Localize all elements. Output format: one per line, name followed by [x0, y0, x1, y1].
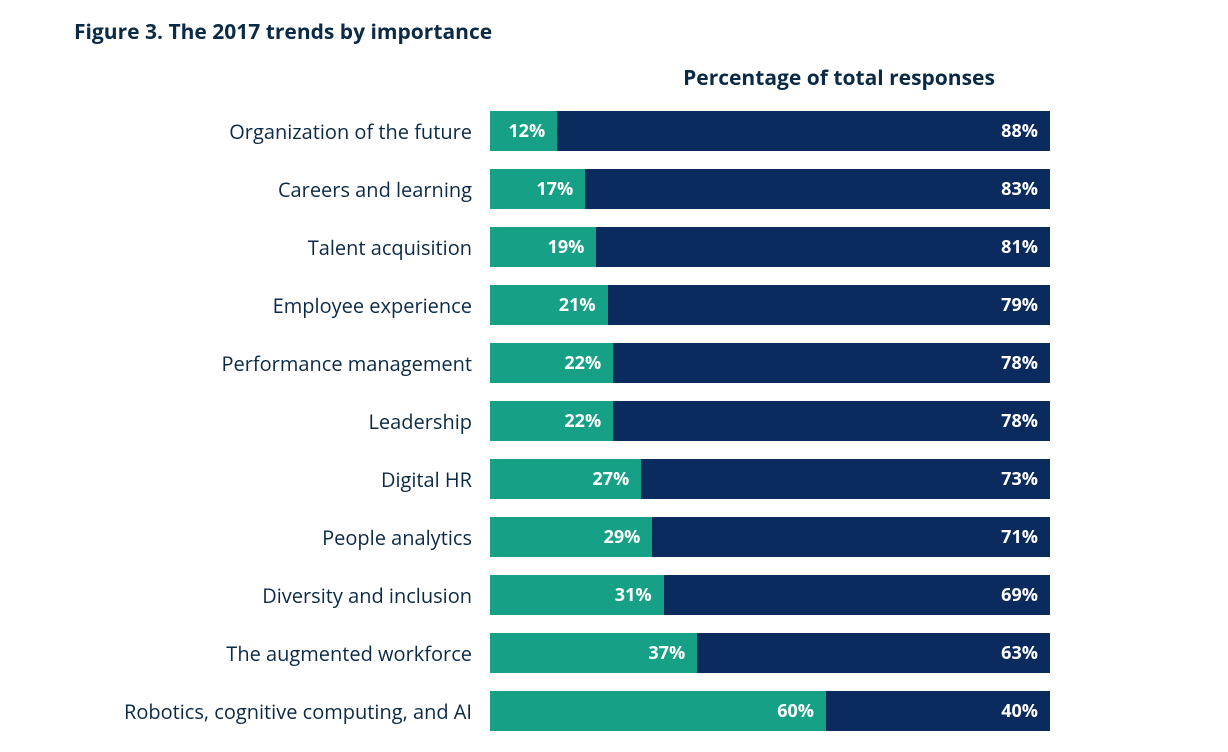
bar: 29%71% — [490, 517, 1050, 557]
chart-row: The augmented workforce37%63% — [70, 624, 1188, 682]
chart-row: Talent acquisition19%81% — [70, 218, 1188, 276]
row-label: Careers and learning — [70, 176, 490, 203]
row-label: Robotics, cognitive computing, and AI — [70, 698, 490, 725]
bar-segment-low: 60% — [490, 691, 826, 731]
bar-segment-high: 40% — [826, 691, 1050, 731]
bar: 12%88% — [490, 111, 1050, 151]
figure-title: Figure 3. The 2017 trends by importance — [74, 18, 1188, 46]
bar: 60%40% — [490, 691, 1050, 731]
bar-segment-low: 37% — [490, 633, 697, 673]
row-label: Performance management — [70, 350, 490, 377]
bar-segment-high: 88% — [557, 111, 1050, 151]
chart-row: Performance management22%78% — [70, 334, 1188, 392]
chart-row: Diversity and inclusion31%69% — [70, 566, 1188, 624]
bar: 22%78% — [490, 343, 1050, 383]
row-label: Digital HR — [70, 466, 490, 493]
chart-row: Leadership22%78% — [70, 392, 1188, 450]
chart-row: Organization of the future12%88% — [70, 102, 1188, 160]
row-label: People analytics — [70, 524, 490, 551]
bar-segment-low: 29% — [490, 517, 652, 557]
figure-container: Figure 3. The 2017 trends by importance … — [0, 0, 1228, 752]
bar-segment-high: 78% — [613, 401, 1050, 441]
bar-segment-high: 81% — [596, 227, 1050, 267]
bar-segment-high: 78% — [613, 343, 1050, 383]
bar-segment-low: 22% — [490, 343, 613, 383]
row-label: Organization of the future — [70, 118, 490, 145]
bar-chart: Organization of the future12%88%Careers … — [70, 102, 1188, 740]
bar: 31%69% — [490, 575, 1050, 615]
chart-row: Careers and learning17%83% — [70, 160, 1188, 218]
figure-subtitle: Percentage of total responses — [70, 64, 1188, 92]
bar-segment-high: 69% — [664, 575, 1050, 615]
bar-segment-high: 63% — [697, 633, 1050, 673]
bar-segment-high: 83% — [585, 169, 1050, 209]
bar-segment-high: 71% — [652, 517, 1050, 557]
bar-segment-low: 27% — [490, 459, 641, 499]
bar-segment-low: 21% — [490, 285, 608, 325]
chart-row: Digital HR27%73% — [70, 450, 1188, 508]
row-label: The augmented workforce — [70, 640, 490, 667]
bar-segment-low: 22% — [490, 401, 613, 441]
row-label: Diversity and inclusion — [70, 582, 490, 609]
bar-segment-high: 79% — [608, 285, 1050, 325]
bar: 27%73% — [490, 459, 1050, 499]
bar-segment-low: 31% — [490, 575, 664, 615]
bar-segment-low: 19% — [490, 227, 596, 267]
row-label: Talent acquisition — [70, 234, 490, 261]
bar-segment-high: 73% — [641, 459, 1050, 499]
chart-row: People analytics29%71% — [70, 508, 1188, 566]
bar: 21%79% — [490, 285, 1050, 325]
row-label: Employee experience — [70, 292, 490, 319]
row-label: Leadership — [70, 408, 490, 435]
bar: 37%63% — [490, 633, 1050, 673]
bar: 19%81% — [490, 227, 1050, 267]
chart-row: Robotics, cognitive computing, and AI60%… — [70, 682, 1188, 740]
chart-row: Employee experience21%79% — [70, 276, 1188, 334]
bar-segment-low: 17% — [490, 169, 585, 209]
bar-segment-low: 12% — [490, 111, 557, 151]
bar: 22%78% — [490, 401, 1050, 441]
bar: 17%83% — [490, 169, 1050, 209]
